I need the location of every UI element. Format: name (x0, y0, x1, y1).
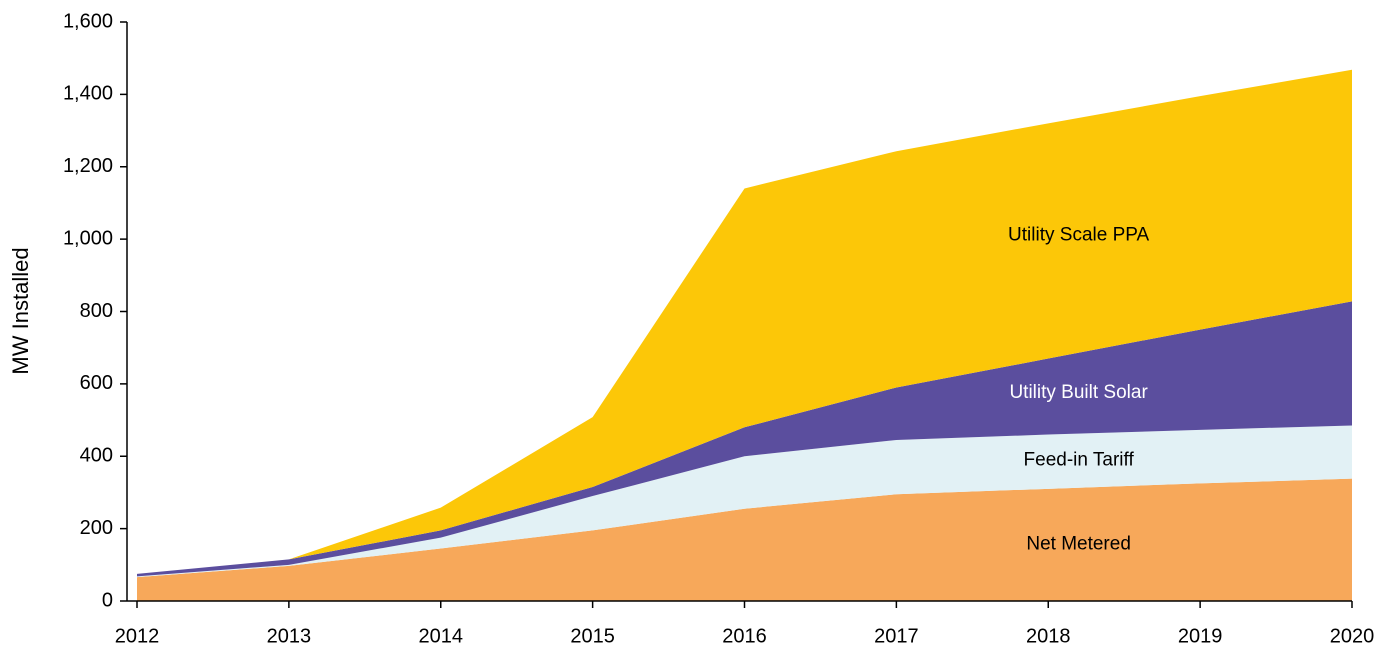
y-tick-label: 600 (80, 372, 113, 394)
series-label: Utility Built Solar (1009, 382, 1148, 403)
x-tick-label: 2015 (570, 625, 615, 647)
y-tick-label: 400 (80, 445, 113, 467)
y-tick-label: 200 (80, 517, 113, 539)
y-tick-label: 0 (102, 589, 113, 611)
y-tick-label: 800 (80, 300, 113, 322)
y-tick-label: 1,000 (63, 227, 113, 249)
area (137, 69, 1352, 574)
area (137, 301, 1352, 577)
x-tick-label: 2016 (722, 625, 767, 647)
series-label: Utility Scale PPA (1008, 224, 1149, 245)
area (137, 425, 1352, 578)
y-tick-label: 1,400 (63, 83, 113, 105)
x-tick-label: 2020 (1330, 625, 1375, 647)
series-label: Net Metered (1026, 533, 1131, 554)
x-tick-label: 2018 (1026, 625, 1071, 647)
x-tick-label: 2017 (874, 625, 919, 647)
area (137, 478, 1352, 601)
y-tick-label: 1,200 (63, 155, 113, 177)
y-axis-label: MW Installed (8, 247, 33, 374)
x-tick-label: 2014 (419, 625, 464, 647)
x-tick-label: 2019 (1178, 625, 1223, 647)
y-tick-label: 1,600 (63, 10, 113, 32)
x-tick-label: 2012 (115, 625, 160, 647)
x-tick-label: 2013 (267, 625, 312, 647)
series-label: Feed-in Tariff (1024, 450, 1135, 471)
